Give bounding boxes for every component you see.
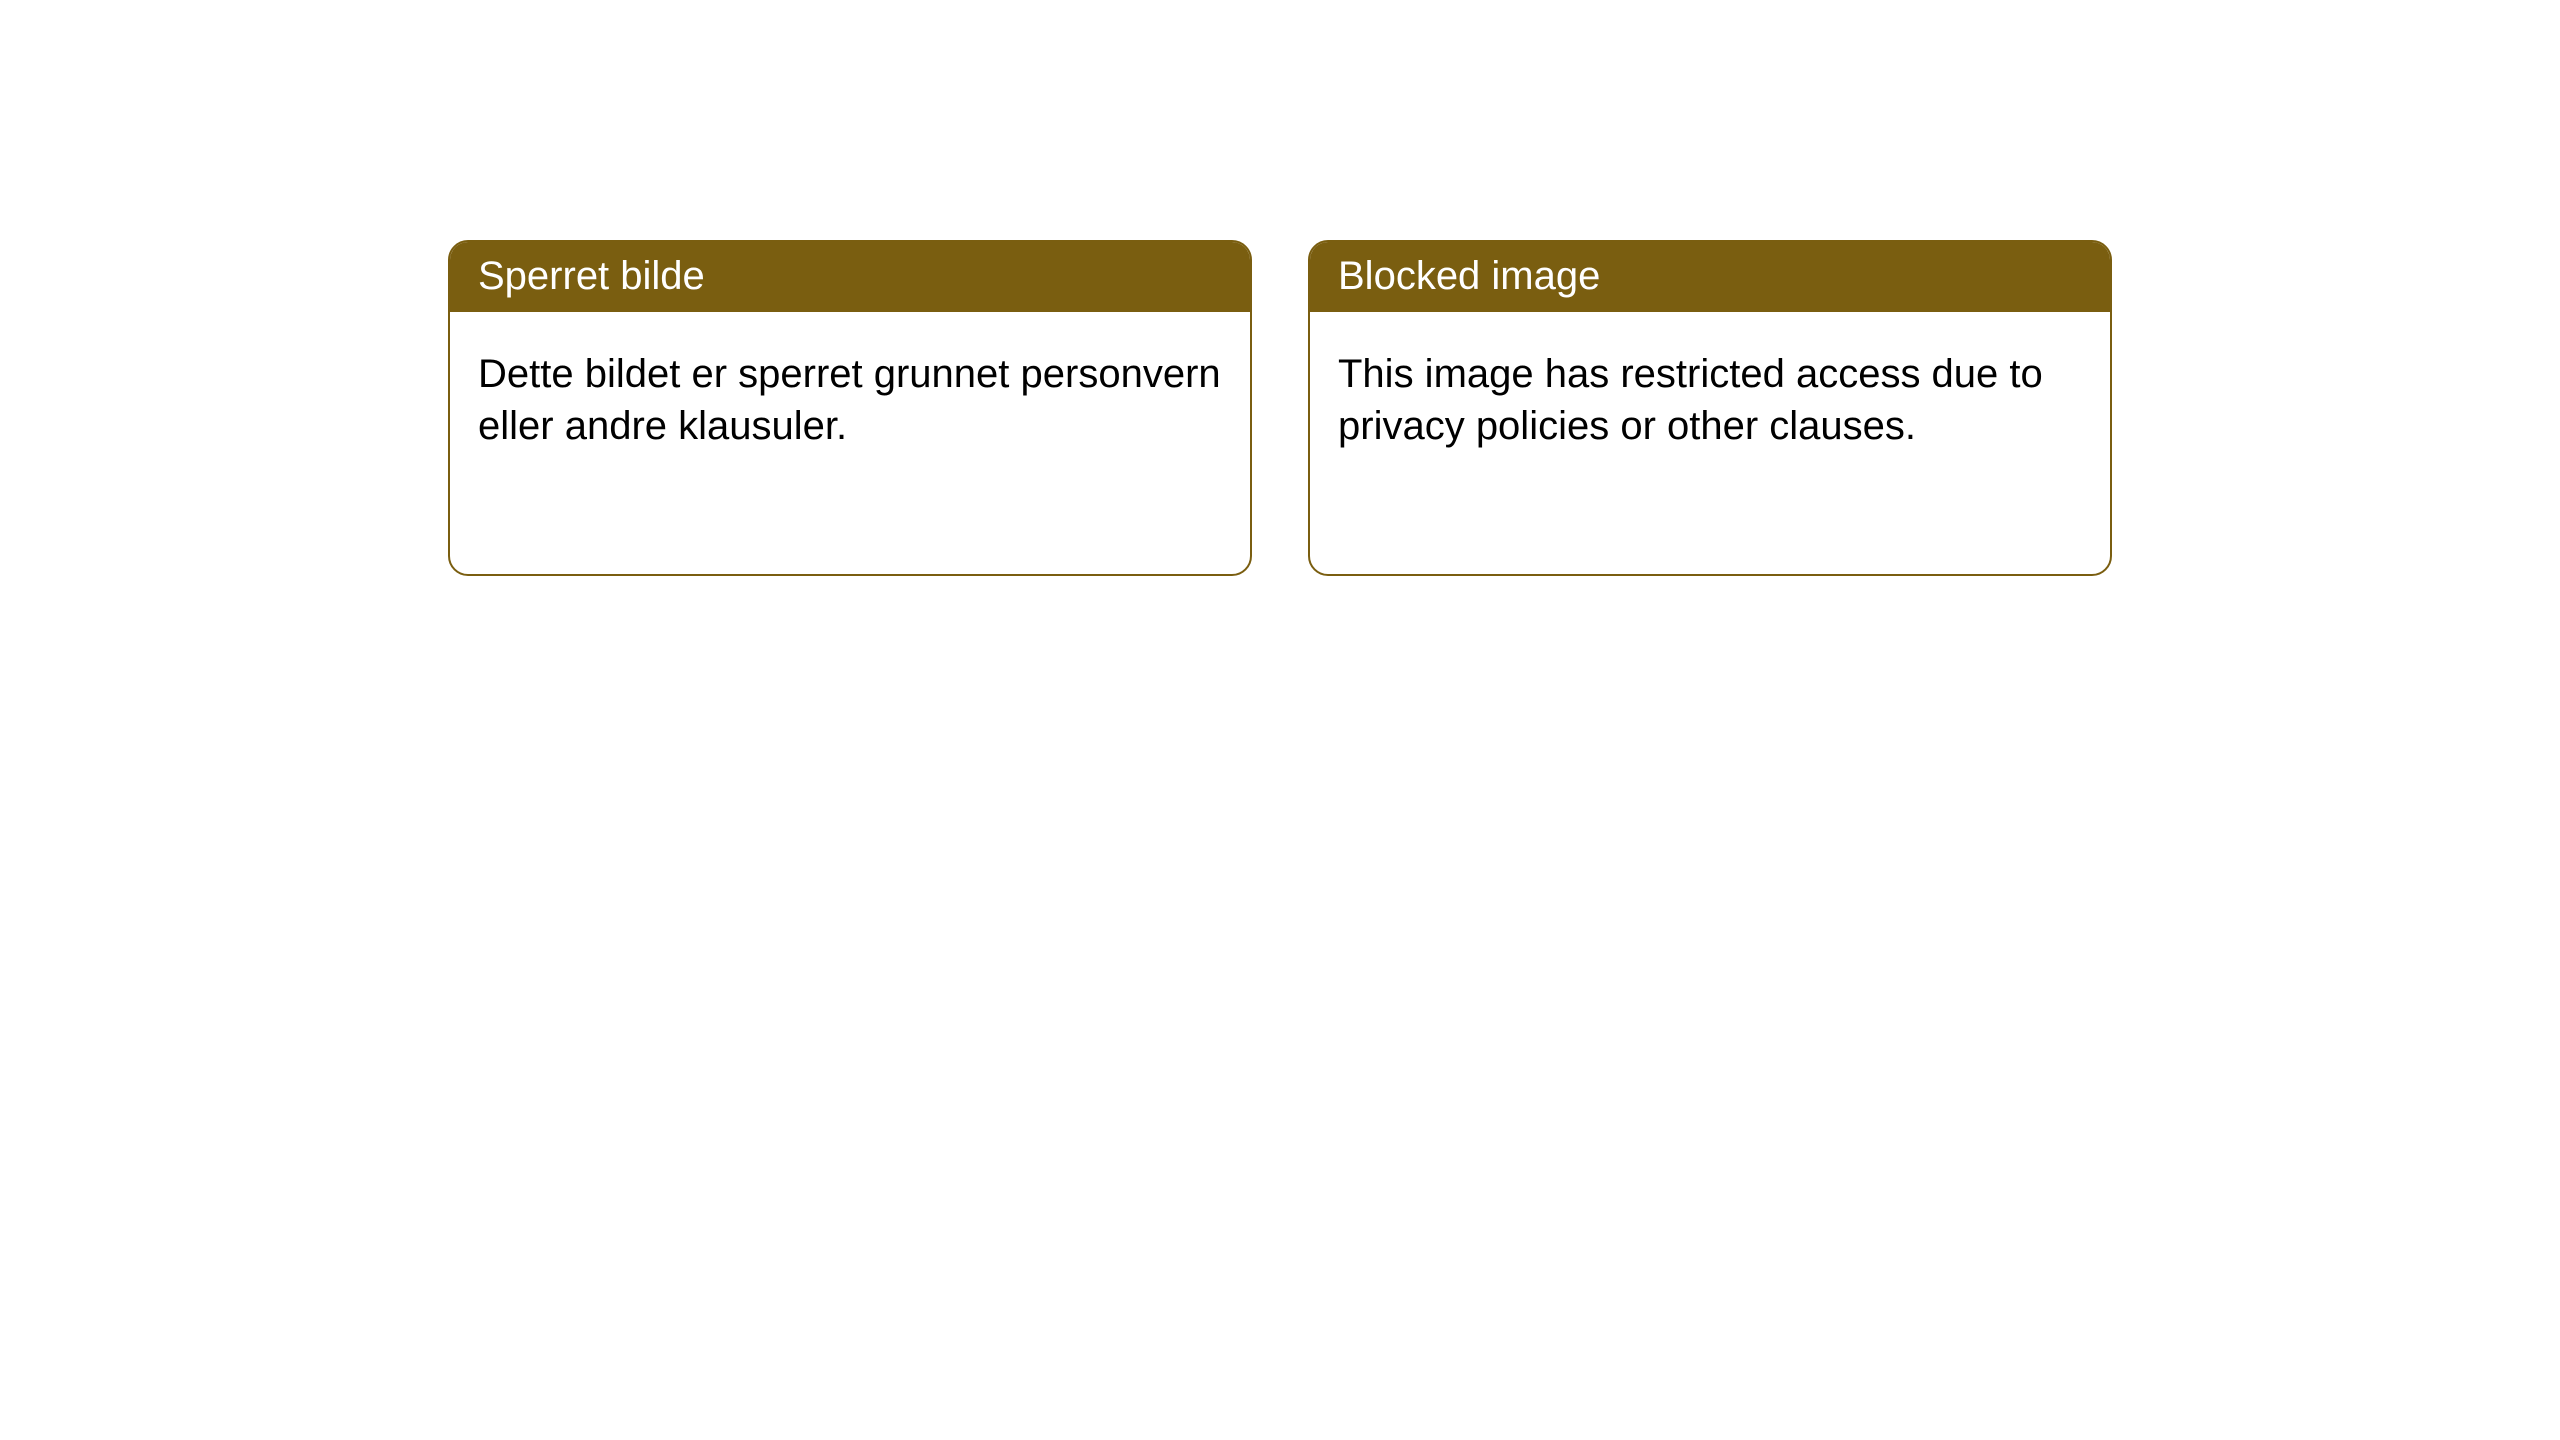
card-title: Sperret bilde	[478, 254, 705, 298]
card-body: Dette bildet er sperret grunnet personve…	[450, 312, 1250, 488]
card-body-text: Dette bildet er sperret grunnet personve…	[478, 352, 1221, 448]
card-norwegian: Sperret bilde Dette bildet er sperret gr…	[448, 240, 1252, 576]
card-title: Blocked image	[1338, 254, 1600, 298]
card-body-text: This image has restricted access due to …	[1338, 352, 2043, 448]
card-header: Blocked image	[1310, 242, 2110, 312]
card-english: Blocked image This image has restricted …	[1308, 240, 2112, 576]
card-header: Sperret bilde	[450, 242, 1250, 312]
cards-container: Sperret bilde Dette bildet er sperret gr…	[0, 0, 2560, 576]
card-body: This image has restricted access due to …	[1310, 312, 2110, 488]
